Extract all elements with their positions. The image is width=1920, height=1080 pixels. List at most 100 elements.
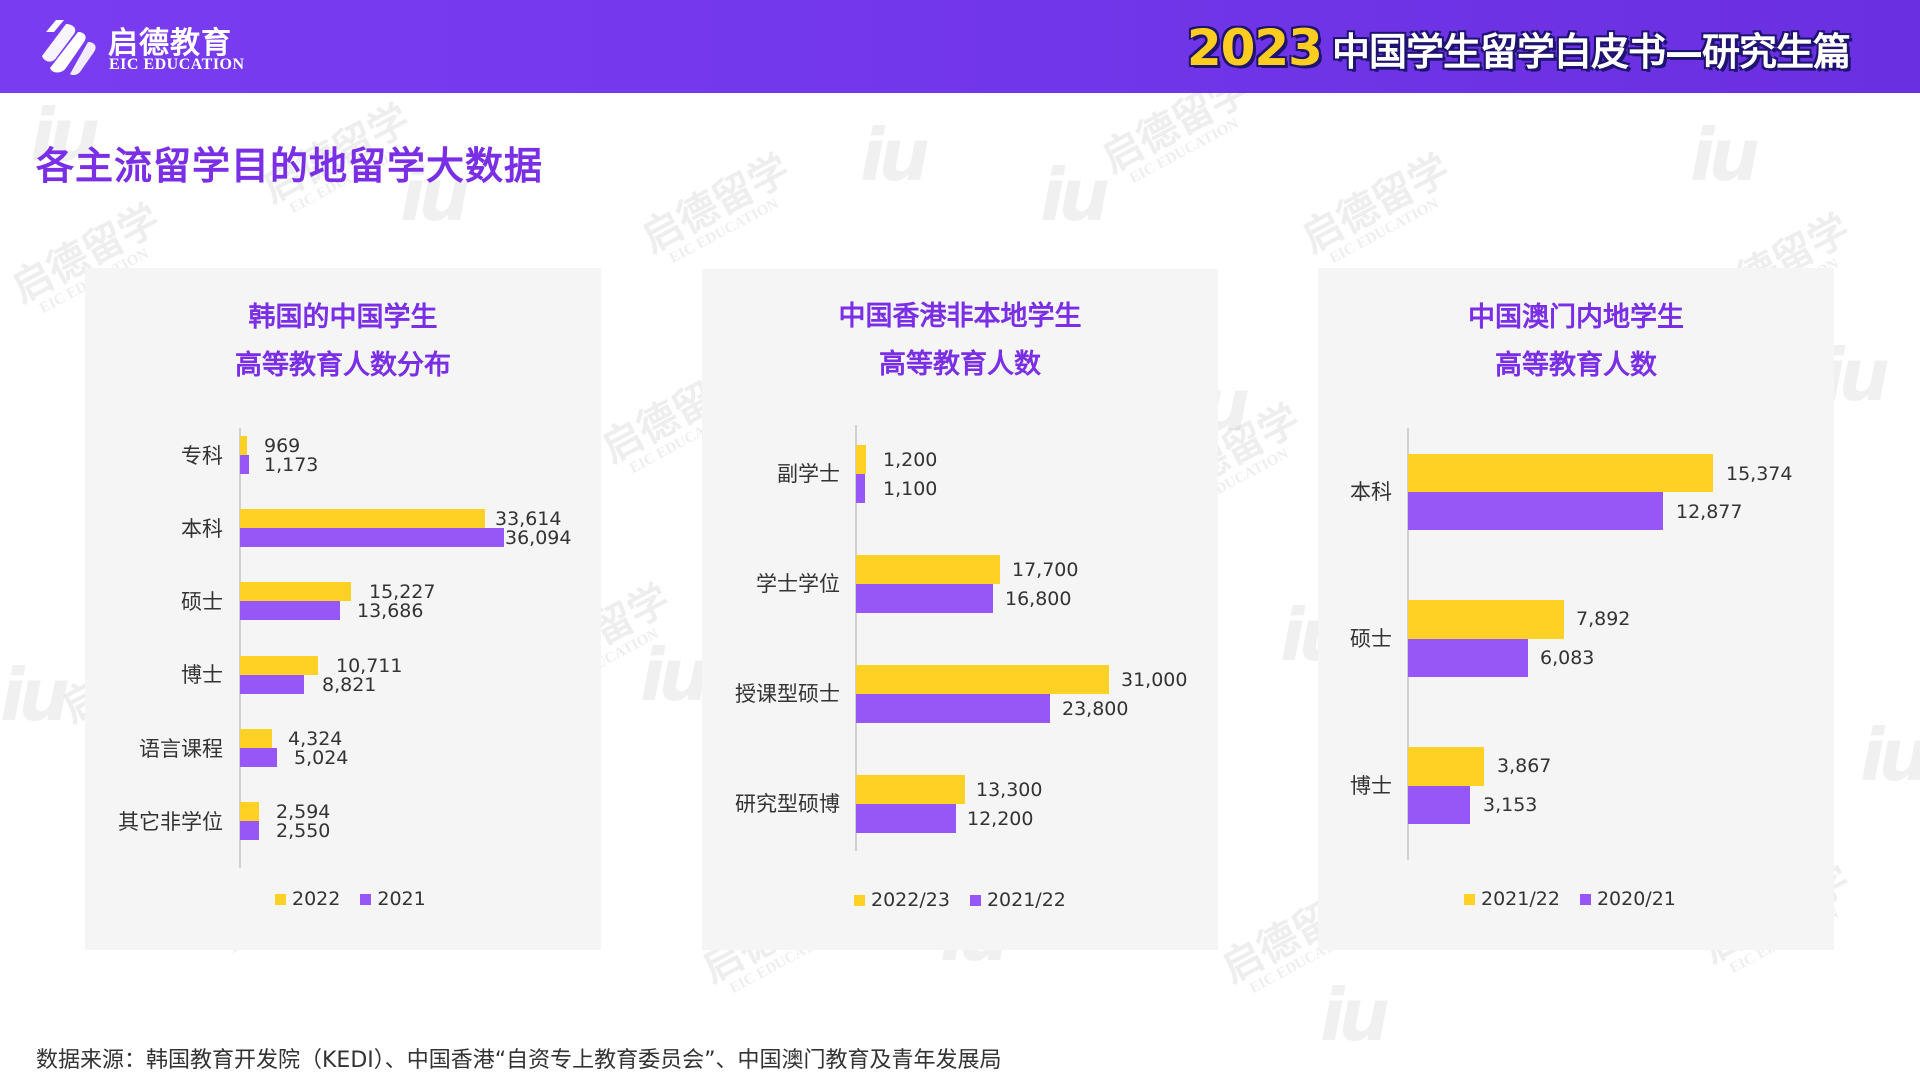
watermark-mark: iu — [1040, 153, 1110, 237]
value-label: 15,227 — [369, 581, 436, 603]
value-label: 1,173 — [264, 454, 319, 476]
category-label: 专科 — [181, 444, 223, 468]
legend-item: 2021/22 — [969, 889, 1066, 911]
value-label: 12,877 — [1676, 501, 1743, 523]
chart-title-line1: 中国香港非本地学生 — [838, 301, 1082, 332]
legend-swatch-purple — [969, 894, 981, 906]
chart-panel-hongkong: 中国香港非本地学生 高等教育人数 副学士 1,200 1,100 学士学位 17… — [702, 269, 1218, 950]
value-label: 17,700 — [1012, 559, 1079, 581]
legend-swatch-purple — [360, 893, 372, 905]
bar-2020-21 — [1408, 639, 1528, 677]
bar-2020-21 — [1408, 786, 1470, 824]
bar-2022-23 — [856, 555, 1000, 584]
legend-label: 2022 — [292, 888, 341, 910]
watermark-mark: iu — [1320, 973, 1390, 1057]
bar-2021 — [240, 455, 249, 474]
logo-chinese-name: 启德教育 — [108, 26, 232, 61]
chart-title-line2: 高等教育人数 — [879, 349, 1041, 380]
value-label: 4,324 — [288, 728, 343, 750]
category-label: 硕士 — [1350, 627, 1392, 651]
bar-2022-23 — [856, 445, 866, 474]
chart-legend: 2021/22 2020/21 — [1464, 888, 1696, 910]
legend-label: 2021/22 — [986, 889, 1066, 911]
chart-title-line2: 高等教育人数分布 — [235, 350, 451, 381]
value-label: 16,800 — [1005, 588, 1072, 610]
chart-legend: 2022 2021 — [275, 888, 446, 910]
category-label: 副学士 — [777, 462, 840, 486]
badge-title: 中国学生留学白皮书—研究生篇 — [1331, 29, 1851, 74]
value-label: 3,867 — [1497, 755, 1552, 777]
bar-2022 — [240, 582, 351, 601]
watermark-mark: iu — [1690, 113, 1760, 197]
logo-english-name: EIC EDUCATION — [109, 56, 245, 73]
category-label: 研究型硕博 — [735, 792, 840, 816]
value-label: 2,594 — [276, 801, 331, 823]
bar-2021 — [240, 528, 504, 547]
value-label: 15,374 — [1726, 463, 1793, 485]
chart-title-line1: 韩国的中国学生 — [248, 302, 438, 333]
category-label: 本科 — [1350, 480, 1392, 504]
value-label: 7,892 — [1576, 608, 1631, 630]
category-label: 本科 — [181, 517, 223, 541]
value-label: 5,024 — [294, 747, 349, 769]
chart-panel-macao: 中国澳门内地学生 高等教育人数 本科 15,374 12,877 硕士 7,89… — [1318, 268, 1834, 950]
eic-logo-icon — [42, 20, 96, 76]
bar-2021 — [240, 675, 304, 694]
bar-2022-23 — [856, 775, 965, 804]
bar-2022 — [240, 802, 259, 821]
legend-label: 2020/21 — [1596, 888, 1676, 910]
category-label: 其它非学位 — [118, 810, 223, 834]
legend-label: 2022/23 — [871, 889, 950, 911]
value-label: 8,821 — [322, 674, 377, 696]
bar-2021-22 — [856, 804, 956, 833]
category-label: 硕士 — [181, 590, 223, 614]
page-title: 各主流留学目的地留学大数据 — [36, 144, 544, 188]
bar-2021 — [240, 748, 277, 767]
value-label: 31,000 — [1121, 669, 1188, 691]
legend-label: 2021/22 — [1481, 888, 1560, 910]
watermark-mark: iu — [640, 633, 710, 717]
value-label: 23,800 — [1062, 698, 1129, 720]
bar-2022 — [240, 436, 247, 455]
value-label: 36,094 — [505, 527, 572, 549]
data-source-note: 数据来源：韩国教育开发院（KEDI）、中国香港“自资专上教育委员会”、中国澳门教… — [36, 1048, 1002, 1073]
value-label: 1,100 — [883, 478, 938, 500]
bar-2021 — [240, 601, 340, 620]
header-bar: 启德教育 EIC EDUCATION 2023 中国学生留学白皮书—研究生篇 — [0, 0, 1920, 93]
bar-2022 — [240, 509, 485, 528]
category-label: 语言课程 — [139, 737, 223, 761]
legend-swatch-purple — [1579, 893, 1591, 905]
value-label: 13,300 — [976, 779, 1043, 801]
category-label: 博士 — [181, 663, 223, 687]
chart-panel-korea: 韩国的中国学生 高等教育人数分布 专科 969 1,173 本科 33,614 … — [85, 268, 601, 950]
legend-item: 2022 — [275, 888, 340, 910]
value-label: 969 — [264, 435, 301, 457]
value-label: 12,200 — [967, 808, 1034, 830]
bar-2021 — [240, 821, 259, 840]
legend-item: 2022/23 — [854, 889, 950, 911]
watermark-mark: iu — [1860, 713, 1920, 797]
category-label: 博士 — [1350, 774, 1392, 798]
value-label: 2,550 — [276, 820, 331, 842]
chart-title-line1: 中国澳门内地学生 — [1468, 302, 1684, 333]
watermark-mark: iu — [0, 653, 70, 737]
report-badge: 2023 中国学生留学白皮书—研究生篇 — [1186, 18, 1851, 78]
bar-2022 — [240, 656, 318, 675]
legend-swatch-yellow — [1464, 893, 1475, 905]
bar-2021-22 — [856, 474, 865, 503]
bar-2021-22 — [1408, 600, 1564, 639]
category-label: 授课型硕士 — [735, 682, 840, 706]
value-label: 10,711 — [336, 655, 403, 677]
watermark-mark: iu — [860, 113, 930, 197]
legend-item: 2020/21 — [1579, 888, 1676, 910]
value-label: 6,083 — [1540, 647, 1595, 669]
chart-legend: 2022/23 2021/22 — [854, 889, 1086, 911]
brand-logo: 启德教育 EIC EDUCATION — [34, 16, 254, 80]
value-label: 3,153 — [1483, 794, 1538, 816]
legend-item: 2021/22 — [1464, 888, 1560, 910]
bar-2021-22 — [856, 694, 1050, 723]
bar-2022 — [240, 729, 272, 748]
